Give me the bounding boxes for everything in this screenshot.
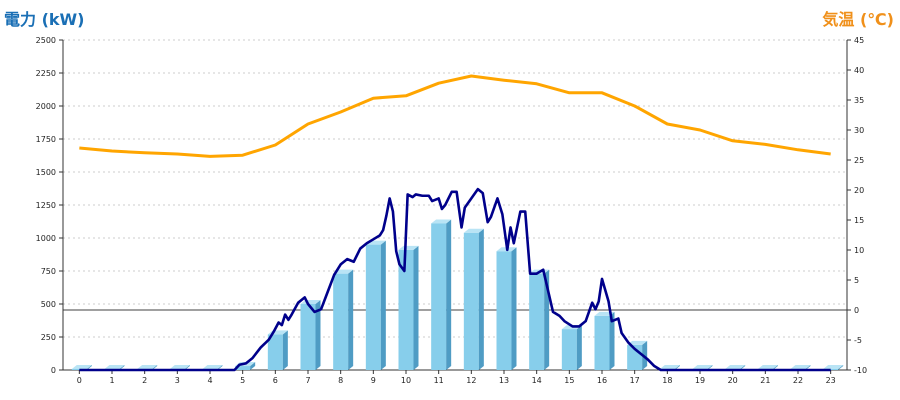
x-tick-label: 13: [499, 376, 509, 385]
x-tick-label: 0: [77, 376, 82, 385]
x-tick-label: 20: [728, 376, 738, 385]
left-tick-label: 1000: [36, 234, 56, 243]
x-tick-label: 4: [207, 376, 212, 385]
right-tick-label: 30: [854, 126, 864, 135]
right-tick-label: 0: [854, 306, 859, 315]
right-axis-title: 気温 (℃): [822, 10, 894, 29]
power-bar: [561, 325, 582, 370]
power-bar: [431, 219, 452, 370]
left-axis-title: 電力 (kW): [4, 10, 85, 29]
x-tick-label: 7: [305, 376, 310, 385]
power-bar: [300, 300, 321, 370]
x-tick-label: 22: [793, 376, 803, 385]
left-tick-label: 250: [41, 333, 56, 342]
left-tick-label: 2000: [36, 102, 56, 111]
x-tick-label: 15: [564, 376, 574, 385]
x-tick-label: 17: [630, 376, 640, 385]
right-tick-label: 10: [854, 246, 864, 255]
x-tick-label: 6: [273, 376, 278, 385]
x-tick-label: 12: [466, 376, 476, 385]
power-bar: [398, 245, 419, 370]
right-tick-label: 5: [854, 276, 859, 285]
power-line: [79, 187, 831, 372]
left-tick-label: 500: [41, 300, 56, 309]
x-tick-label: 2: [142, 376, 147, 385]
power-bar: [333, 269, 354, 370]
left-tick-label: 750: [41, 267, 56, 276]
right-tick-label: 35: [854, 96, 864, 105]
x-tick-label: 14: [532, 376, 542, 385]
right-tick-label: 40: [854, 66, 864, 75]
right-tick-label: 25: [854, 156, 864, 165]
left-tick-label: 2500: [36, 36, 56, 45]
power-bar: [496, 247, 517, 370]
x-tick-label: 9: [371, 376, 376, 385]
left-tick-label: 2250: [36, 69, 56, 78]
right-tick-label: 15: [854, 216, 864, 225]
left-tick-label: 0: [51, 366, 56, 375]
right-tick-label: -5: [854, 336, 862, 345]
left-tick-label: 1250: [36, 201, 56, 210]
power-bar: [463, 228, 484, 370]
x-tick-label: 16: [597, 376, 607, 385]
left-tick-label: 1500: [36, 168, 56, 177]
right-tick-label: 20: [854, 186, 864, 195]
power-bar: [365, 240, 386, 370]
x-tick-label: 3: [175, 376, 180, 385]
x-tick-label: 10: [401, 376, 411, 385]
left-tick-label: 1750: [36, 135, 56, 144]
temperature-line: [79, 74, 831, 158]
right-tick-label: -10: [854, 366, 867, 375]
x-tick-label: 8: [338, 376, 343, 385]
x-tick-label: 1: [109, 376, 114, 385]
x-tick-label: 19: [695, 376, 705, 385]
x-tick-label: 23: [826, 376, 836, 385]
x-tick-label: 5: [240, 376, 245, 385]
x-tick-label: 18: [662, 376, 672, 385]
x-tick-label: 11: [434, 376, 444, 385]
x-tick-label: 21: [760, 376, 770, 385]
right-tick-label: 45: [854, 36, 864, 45]
